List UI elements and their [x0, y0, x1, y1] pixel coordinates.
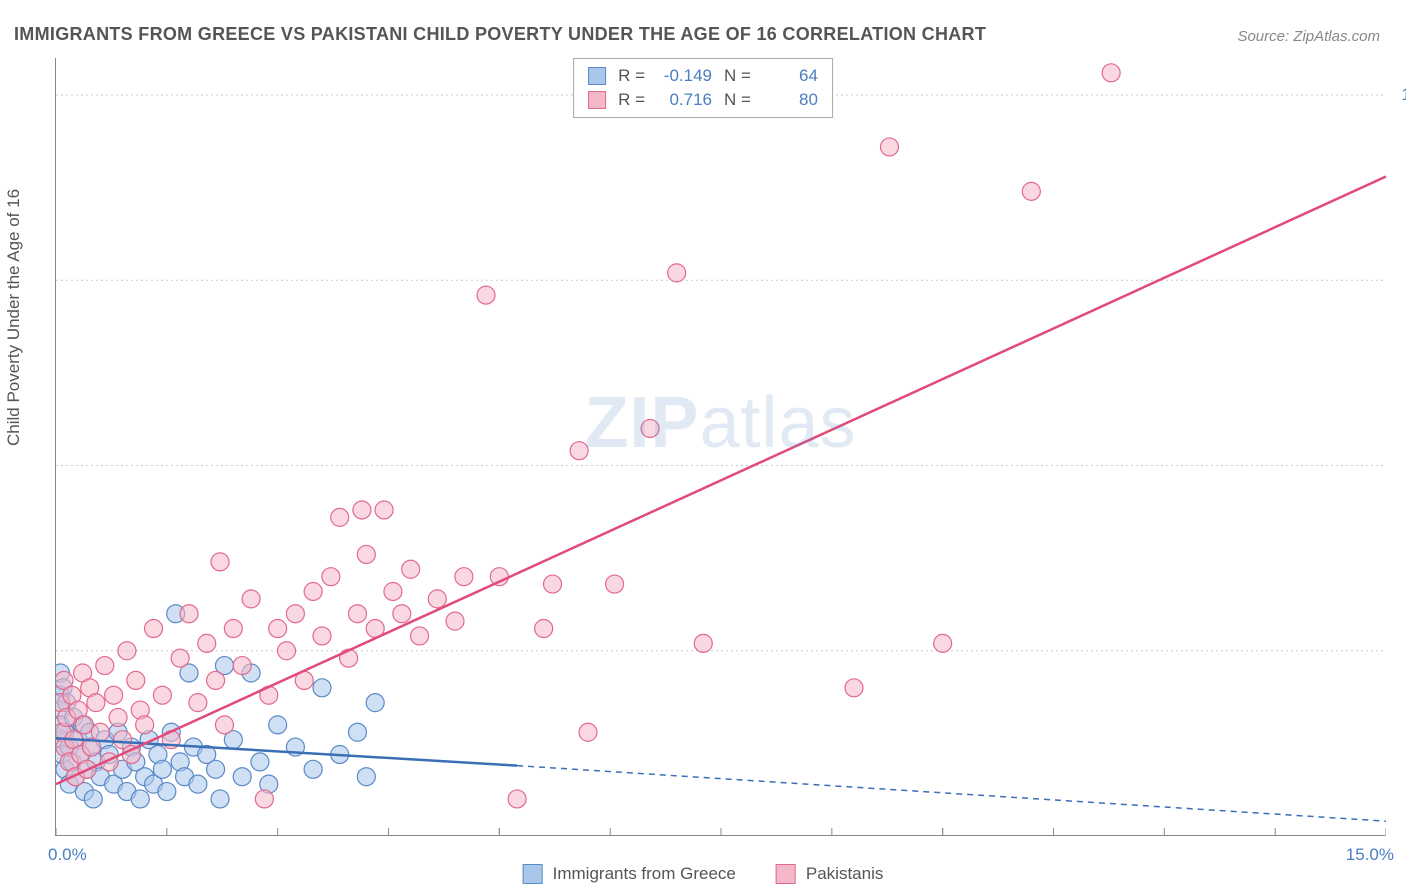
stats-swatch-series2	[588, 91, 606, 109]
chart-title: IMMIGRANTS FROM GREECE VS PAKISTANI CHIL…	[14, 24, 986, 45]
stat-label-r: R =	[618, 66, 645, 86]
stat-n-series2: 80	[763, 90, 818, 110]
ytick-label: 100.0%	[1401, 85, 1406, 105]
legend-label-series2: Pakistanis	[806, 864, 883, 884]
legend-label-series1: Immigrants from Greece	[553, 864, 736, 884]
stats-legend: R = -0.149 N = 64 R = 0.716 N = 80	[573, 58, 833, 118]
chart-container: IMMIGRANTS FROM GREECE VS PAKISTANI CHIL…	[0, 0, 1406, 892]
stats-swatch-series1	[588, 67, 606, 85]
stat-label-r2: R =	[618, 90, 645, 110]
stat-label-n2: N =	[724, 90, 751, 110]
legend-item-series1: Immigrants from Greece	[523, 864, 736, 884]
bottom-legend: Immigrants from Greece Pakistanis	[523, 864, 884, 884]
stats-row-series1: R = -0.149 N = 64	[588, 64, 818, 88]
stat-r-series2: 0.716	[657, 90, 712, 110]
stat-r-series1: -0.149	[657, 66, 712, 86]
stat-n-series1: 64	[763, 66, 818, 86]
y-axis-label: Child Poverty Under the Age of 16	[4, 189, 24, 446]
legend-swatch-series2	[776, 864, 796, 884]
source-attribution: Source: ZipAtlas.com	[1237, 28, 1380, 45]
stat-label-n: N =	[724, 66, 751, 86]
legend-swatch-series1	[523, 864, 543, 884]
scatter-plot-svg	[56, 58, 1386, 836]
xtick-label: 0.0%	[48, 845, 87, 865]
legend-item-series2: Pakistanis	[776, 864, 883, 884]
plot-area: ZIPatlas 25.0%50.0%75.0%100.0% 0.0%15.0%	[55, 58, 1385, 836]
xtick-label: 15.0%	[1346, 845, 1394, 865]
stats-row-series2: R = 0.716 N = 80	[588, 88, 818, 112]
